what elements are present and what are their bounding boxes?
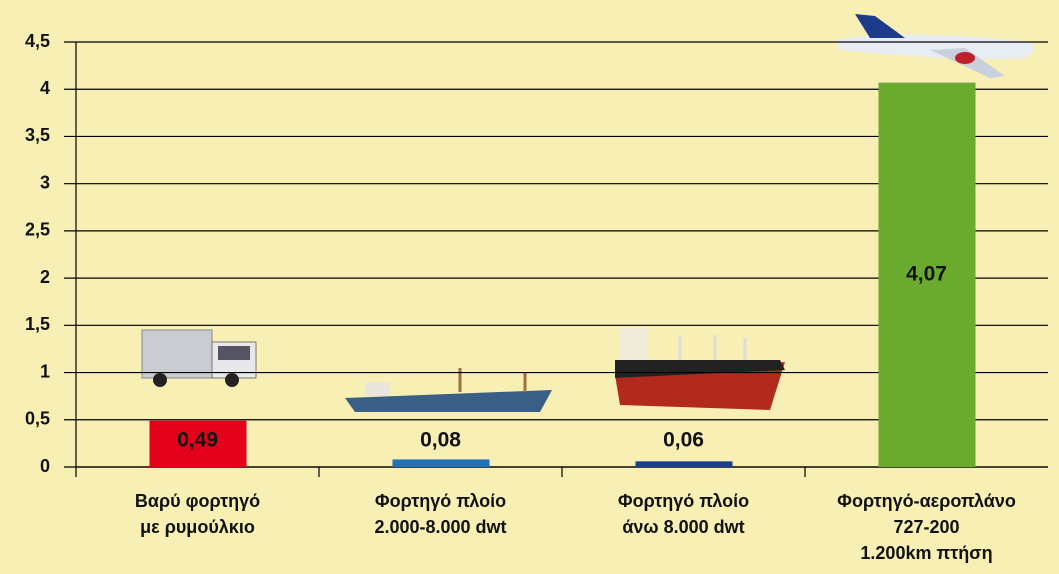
y-tick-label: 3 <box>40 172 50 192</box>
x-tick-label: 2.000-8.000 dwt <box>374 517 506 537</box>
large-ship-icon <box>615 328 785 410</box>
x-tick-label: 727-200 <box>893 517 959 537</box>
x-tick-label: άνω 8.000 dwt <box>622 517 744 537</box>
y-tick-label: 4 <box>40 78 50 98</box>
y-tick-label: 3,5 <box>25 125 50 145</box>
y-tick-label: 2 <box>40 267 50 287</box>
value-label: 0,49 <box>177 429 218 452</box>
y-tick-label: 4,5 <box>25 31 50 51</box>
y-tick-label: 1,5 <box>25 314 50 334</box>
x-tick-label: Φορτηγό-αεροπλάνο <box>837 491 1016 511</box>
value-label: 0,06 <box>663 429 704 452</box>
x-tick-label: Βαρύ φορτηγό <box>135 491 260 511</box>
y-tick-label: 0 <box>40 456 50 476</box>
y-tick-label: 1 <box>40 361 50 381</box>
plane-icon <box>835 14 1034 78</box>
value-label: 0,08 <box>420 429 461 452</box>
y-tick-label: 0,5 <box>25 409 50 429</box>
y-tick-label: 2,5 <box>25 220 50 240</box>
small-ship-icon <box>345 368 552 412</box>
x-tick-label: 1.200km πτήση <box>860 543 992 563</box>
bar <box>635 461 733 467</box>
bar <box>878 82 976 467</box>
x-tick-label: με ρυμούλκιο <box>140 517 255 537</box>
bar <box>149 420 247 467</box>
x-tick-label: Φορτηγό πλοίο <box>618 491 749 511</box>
value-label: 4,07 <box>906 262 947 285</box>
bar <box>392 459 490 467</box>
x-tick-label: Φορτηγό πλοίο <box>375 491 506 511</box>
